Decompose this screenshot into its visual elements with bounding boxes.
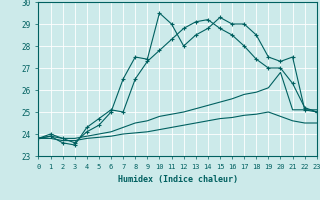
X-axis label: Humidex (Indice chaleur): Humidex (Indice chaleur) bbox=[118, 175, 238, 184]
